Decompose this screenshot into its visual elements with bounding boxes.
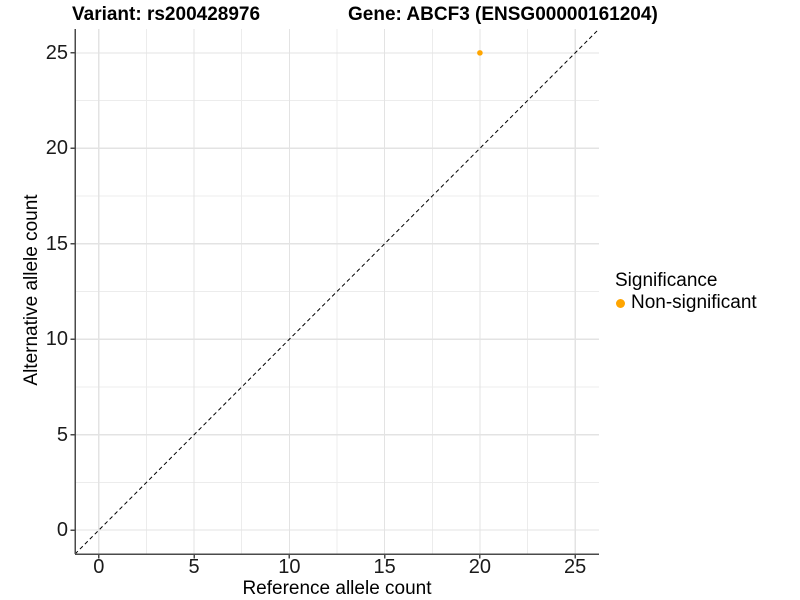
x-tick-label: 5 — [188, 556, 200, 578]
identity-dashed-line — [74, 28, 600, 555]
y-tick-label: 20 — [45, 137, 68, 160]
y-axis-title: Alternative allele count — [21, 194, 42, 386]
plot-title-gene: Gene: ABCF3 (ENSG00000161204) — [348, 4, 658, 25]
x-tick-label: 20 — [468, 556, 492, 578]
legend-point-icon — [616, 298, 625, 308]
y-tick-label: 15 — [45, 232, 68, 255]
legend-title: Significance — [615, 270, 718, 291]
x-tick-label: 15 — [373, 556, 396, 578]
x-tick-label: 10 — [278, 556, 301, 578]
x-tick-label: 25 — [564, 556, 587, 578]
x-tick-label: 0 — [93, 556, 105, 578]
y-tick-label: 0 — [56, 519, 68, 542]
y-tick-label: 5 — [56, 423, 68, 446]
legend-item-label: Non-significant — [631, 292, 757, 313]
y-tick-label: 10 — [45, 328, 68, 351]
data-point — [477, 50, 483, 56]
y-tick-label: 25 — [45, 41, 68, 64]
x-axis-title: Reference allele count — [242, 578, 432, 599]
plot-title-variant: Variant: rs200428976 — [72, 4, 261, 25]
legend-item: Non-significant — [615, 292, 757, 313]
legend: Significance Non-significant — [615, 270, 757, 313]
